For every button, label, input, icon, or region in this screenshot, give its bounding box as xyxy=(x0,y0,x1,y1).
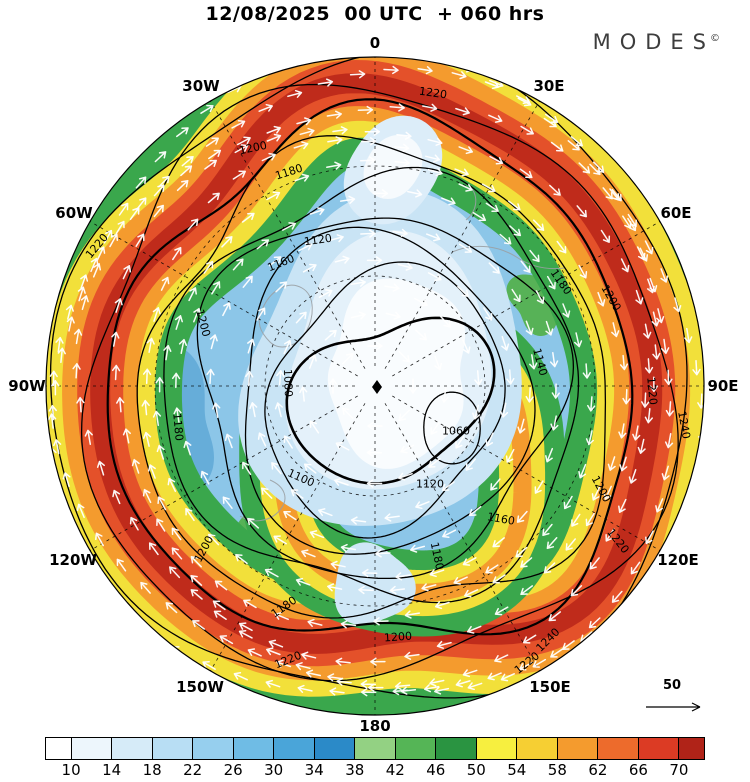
colorbar-tick: 30 xyxy=(264,761,284,779)
brand-text: MODES xyxy=(592,30,715,54)
colorbar-cell xyxy=(395,738,437,759)
height-contour-1180 xyxy=(136,135,607,619)
longitude-label-60E: 60E xyxy=(660,204,692,222)
reference-arrow xyxy=(646,702,701,712)
wind-arrows xyxy=(299,311,449,457)
wind-arrows xyxy=(206,228,538,558)
colorbar-cell xyxy=(152,738,194,759)
copyright-mark: © xyxy=(710,33,720,44)
longitude-label-90W: 90W xyxy=(8,377,46,395)
colorbar-cell xyxy=(274,738,315,759)
wind-arrows xyxy=(141,136,631,629)
wind-arrows xyxy=(72,103,661,691)
contour-label: 1220 xyxy=(644,376,660,406)
colorbar-tick: 50 xyxy=(466,761,486,779)
wind-arrows xyxy=(274,278,483,488)
coastline xyxy=(239,479,286,522)
brand-logo: MODES© xyxy=(593,30,720,54)
longitude-label-120E: 120E xyxy=(657,551,699,569)
reference-vector-label: 50 xyxy=(662,678,682,693)
latitude-circle xyxy=(264,275,486,497)
colorbar-cell xyxy=(436,738,477,759)
colorbar-cell xyxy=(517,738,558,759)
map-field xyxy=(46,57,704,715)
colorbar-tick: 58 xyxy=(547,761,567,779)
colorbar-cell xyxy=(355,738,396,759)
longitude-label-60W: 60W xyxy=(55,204,93,222)
wind-arrows xyxy=(245,255,515,525)
calm-region xyxy=(363,135,423,199)
height-contour-1100 xyxy=(264,261,506,539)
meridian-line xyxy=(384,403,540,672)
height-contour-1220 xyxy=(80,83,679,682)
height-contour-1200 xyxy=(106,98,634,636)
meridian-line xyxy=(210,100,366,369)
colorbar-cell xyxy=(193,738,234,759)
colorbar-cell xyxy=(557,738,599,759)
colorbar xyxy=(45,737,705,760)
colorbar-cell xyxy=(233,738,275,759)
contour-label: 1060 xyxy=(442,424,470,438)
height-contour-1080 xyxy=(285,316,496,485)
colorbar-cell xyxy=(112,738,153,759)
contour-label: 1180 xyxy=(170,412,186,442)
meridian-line xyxy=(392,221,661,377)
meridian-line xyxy=(384,100,540,369)
longitude-label-150E: 150E xyxy=(529,678,571,696)
colorbar-tick: 34 xyxy=(304,761,324,779)
colorbar-tick: 42 xyxy=(385,761,405,779)
wind-arrows xyxy=(111,126,654,666)
colorbar-tick: 18 xyxy=(142,761,162,779)
contour-label: 1080 xyxy=(281,368,295,398)
colorbar-cell xyxy=(71,738,113,759)
colorbar-tick: 14 xyxy=(102,761,122,779)
height-contour-1060 xyxy=(423,391,481,465)
meridian-line xyxy=(89,221,358,377)
colorbar-tick: 54 xyxy=(507,761,527,779)
longitude-label-0: 0 xyxy=(369,34,381,52)
colorbar-tick: 22 xyxy=(183,761,203,779)
wind-arrows xyxy=(48,65,674,695)
wind-arrows xyxy=(152,156,596,595)
pole-marker xyxy=(372,380,382,394)
meridian-line xyxy=(392,395,661,551)
map-border xyxy=(45,56,705,716)
colorbar-tick: 26 xyxy=(223,761,243,779)
colorbar-cell xyxy=(598,738,639,759)
colorbar-tick: 66 xyxy=(628,761,648,779)
colorbar-cell xyxy=(679,738,704,759)
colorbar-tick: 46 xyxy=(426,761,446,779)
longitude-label-90E: 90E xyxy=(707,377,739,395)
contour-label: 1200 xyxy=(383,629,413,645)
longitude-label-30E: 30E xyxy=(533,77,565,95)
height-contour-1140 xyxy=(196,217,575,580)
colorbar-tick: 62 xyxy=(588,761,608,779)
colorbar-tick: 70 xyxy=(669,761,689,779)
longitude-label-120W: 120W xyxy=(49,551,97,569)
contour-label: 1120 xyxy=(416,477,444,491)
colorbar-tick: 10 xyxy=(61,761,81,779)
longitude-label-180: 180 xyxy=(359,717,391,735)
colorbar-tick: 38 xyxy=(345,761,365,779)
colorbar-cell xyxy=(46,738,72,759)
colorbar-cell xyxy=(314,738,356,759)
height-contour-1240 xyxy=(49,57,688,699)
latitude-circle xyxy=(154,165,596,607)
height-contour-1120 xyxy=(244,226,536,555)
longitude-label-150W: 150W xyxy=(176,678,224,696)
colorbar-cell xyxy=(638,738,680,759)
page-title: 12/08/2025 00 UTC + 060 hrs xyxy=(205,3,545,25)
calm-region xyxy=(327,278,466,469)
wind-arrows xyxy=(171,189,560,581)
height-contour-1160 xyxy=(163,166,580,604)
colorbar-cell xyxy=(476,738,518,759)
wind-arrows xyxy=(328,341,418,431)
longitude-label-30W: 30W xyxy=(182,77,220,95)
